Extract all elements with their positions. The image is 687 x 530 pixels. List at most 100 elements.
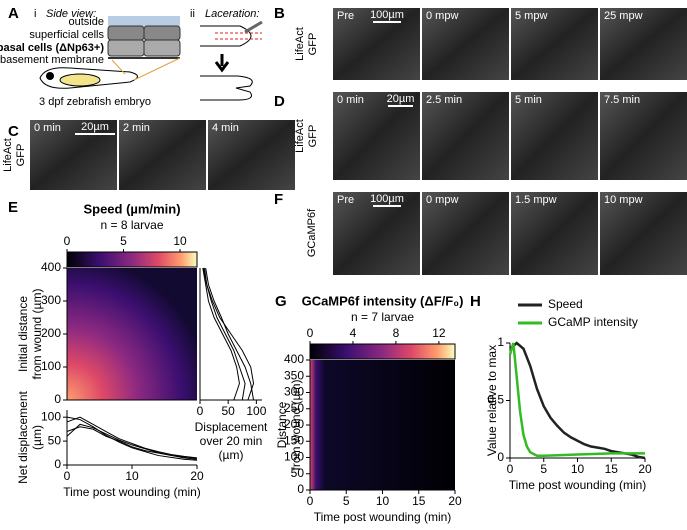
y-tick-label: 350 [284,368,304,382]
channel-label: GCaMP6f [306,208,318,257]
x-tick-label: 10 [125,469,139,483]
channel-label: LifeAct [2,138,14,172]
y-axis-label: Distance [275,401,289,448]
y-tick-label: 1 [497,335,504,349]
arrow [214,54,230,73]
caption: outside [69,16,104,28]
channel-label: GFP [307,33,319,56]
scale-label: 20µm [387,93,415,105]
cell [143,25,181,41]
frame-label: 0 mpw [426,194,458,206]
y-axis-label: Value relative to max [485,345,499,456]
y-tick-label: 200 [41,326,61,340]
channel-label: GFP [15,144,27,167]
fin-cut [200,75,253,101]
y-tick-label: 100 [41,359,61,373]
sub-label: ii [190,8,195,20]
legend-label: Speed [548,297,583,311]
y-tick-label: 100 [41,409,61,423]
y-tick-label: 400 [284,352,304,366]
panel-label: A [8,5,19,22]
x-tick-label: 0 [197,404,204,418]
panel-label: G [275,293,287,310]
chart-title: Speed (µm/min) [83,201,180,216]
needle [244,20,263,34]
channel-label: GFP [307,125,319,148]
y-tick-label: 300 [284,385,304,399]
micrograph [600,192,687,275]
legend-label: GCaMP intensity [548,315,638,329]
x-axis-label: (µm) [219,448,244,462]
micrograph [333,8,420,80]
y-tick-label: 0.5 [487,393,504,407]
caption: basement membrane [0,54,104,66]
x-axis-label: Displacement [195,420,268,434]
line [202,267,240,401]
line [205,267,255,401]
y-axis-label: (µm) [30,425,44,450]
panel-label: E [8,199,18,216]
yolk [59,73,101,87]
x-tick-label: 0 [64,469,71,483]
colorbar-label: 8 [393,326,400,340]
y-tick-label: 200 [284,417,304,431]
x-axis-label: Time post wounding (min) [314,510,452,524]
y-tick-label: 50 [291,466,305,480]
x-tick-label: 10 [571,462,585,476]
channel-label: LifeAct [294,27,306,61]
micrograph [30,120,117,190]
x-tick-label: 20 [190,469,204,483]
caption: Laceration: [205,8,259,20]
micrograph [422,192,509,275]
heatmap [67,268,197,400]
y-tick-label: 0 [297,482,304,496]
frame-label: 10 mpw [604,194,643,206]
line [66,416,198,459]
micrograph [119,120,206,190]
chart-subtitle: n = 7 larvae [351,310,414,324]
scale-label: 20µm [81,121,109,133]
y-axis-label: Net displacement [16,390,30,483]
frame-label: 7.5 min [604,94,640,106]
outside-layer [108,16,180,26]
heatmap [310,360,455,490]
frame-label: 0 min [337,94,364,106]
x-tick-label: 5 [540,462,547,476]
y-tick-label: 300 [41,293,61,307]
scale-label: 100µm [370,9,404,21]
micrograph [511,8,598,80]
y-axis-label: from wound (µm) [289,380,303,471]
scale-label: 100µm [370,193,404,205]
frame-label: 4 min [212,122,239,134]
colorbar-label: 0 [64,234,71,248]
colorbar-label: 5 [120,234,127,248]
colorbar-label: 4 [350,326,357,340]
frame-label: 25 mpw [604,10,643,22]
frame-label: 0 min [34,122,61,134]
eye [46,72,54,80]
caption: basal cells (ΔNp63+) [0,42,104,54]
micrograph [600,92,687,180]
cell [107,25,145,41]
colorbar-label: 0 [307,326,314,340]
x-tick-label: 10 [376,494,390,508]
frame-label: 1.5 mpw [515,194,557,206]
y-tick-label: 250 [284,401,304,415]
micrograph [600,8,687,80]
frame-label: 0 mpw [426,10,458,22]
line [202,267,255,401]
fin [200,25,252,47]
x-axis-label: Time post wounding (min) [63,485,201,499]
cell [107,39,145,57]
frame-label: Pre [337,10,354,22]
y-tick-label: 0 [54,392,61,406]
line [66,423,198,459]
line [508,342,645,457]
panel-label: H [470,293,481,310]
cut-line [215,32,262,40]
panel-label: F [274,191,283,208]
micrograph [208,120,295,190]
y-axis-label: Initial distance [16,296,30,372]
x-axis-label: Time post wounding (min) [509,478,647,492]
y-tick-label: 400 [41,260,61,274]
